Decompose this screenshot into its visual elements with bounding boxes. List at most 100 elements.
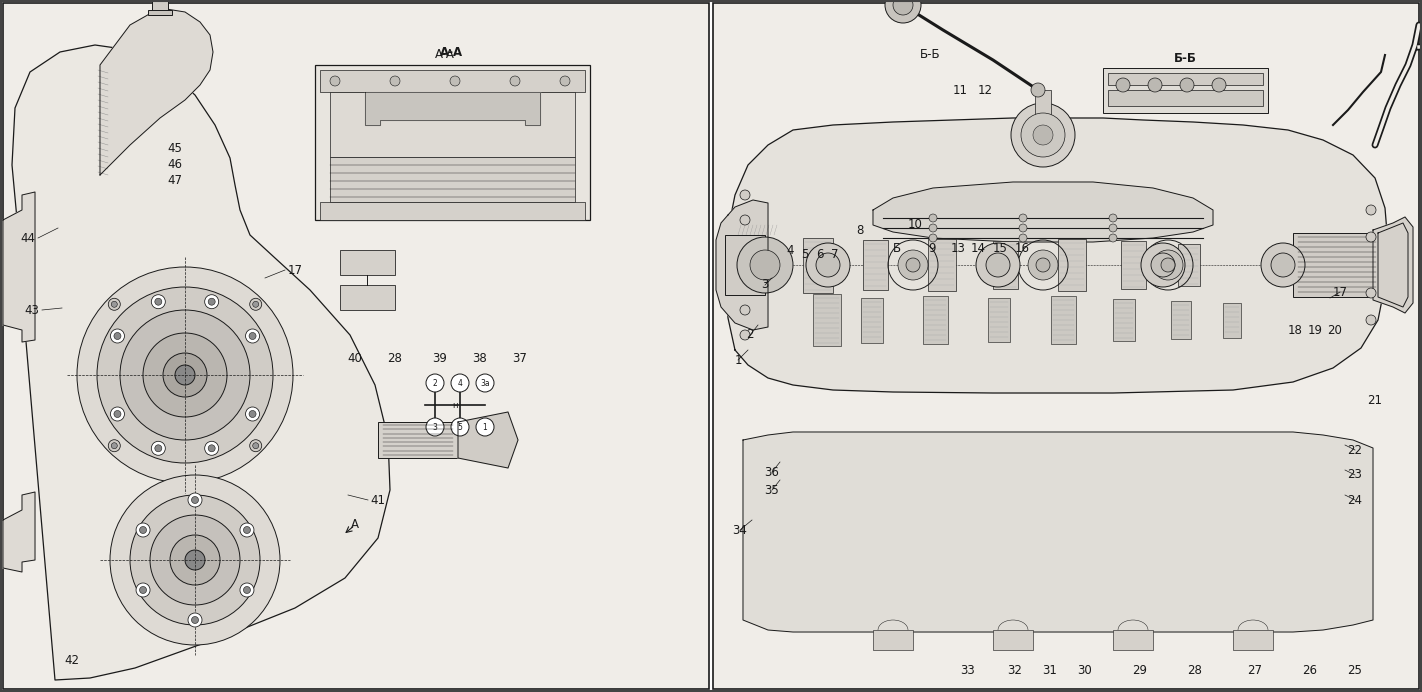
- Circle shape: [1160, 258, 1175, 272]
- Polygon shape: [365, 92, 540, 125]
- Circle shape: [1032, 125, 1054, 145]
- Circle shape: [246, 407, 260, 421]
- Circle shape: [108, 439, 121, 452]
- Circle shape: [975, 243, 1020, 287]
- Circle shape: [476, 418, 493, 436]
- Text: 44: 44: [20, 232, 36, 244]
- Circle shape: [893, 0, 913, 15]
- Text: 1: 1: [734, 354, 742, 367]
- Text: 3: 3: [432, 423, 438, 432]
- Circle shape: [451, 418, 469, 436]
- Circle shape: [155, 445, 162, 452]
- Bar: [330, 157, 574, 202]
- Circle shape: [451, 374, 469, 392]
- Circle shape: [884, 0, 921, 23]
- Text: 22: 22: [1348, 444, 1362, 457]
- Polygon shape: [725, 118, 1388, 393]
- Bar: [860, 298, 883, 343]
- Circle shape: [390, 76, 400, 86]
- Circle shape: [749, 250, 781, 280]
- Bar: [1293, 233, 1381, 297]
- Text: 18: 18: [1287, 323, 1303, 336]
- Text: 4: 4: [786, 244, 793, 257]
- Circle shape: [1367, 232, 1376, 242]
- Polygon shape: [458, 412, 518, 468]
- Circle shape: [1367, 205, 1376, 215]
- Text: 2: 2: [747, 329, 754, 341]
- Polygon shape: [1378, 223, 1408, 307]
- Circle shape: [816, 253, 840, 277]
- Text: 42: 42: [64, 653, 80, 666]
- Circle shape: [114, 332, 121, 340]
- Circle shape: [1021, 113, 1065, 157]
- Bar: [340, 250, 395, 275]
- Circle shape: [249, 332, 256, 340]
- Bar: [863, 240, 887, 290]
- Text: 20: 20: [1328, 323, 1342, 336]
- Circle shape: [253, 443, 259, 448]
- Text: 21: 21: [1368, 394, 1382, 406]
- Text: 15: 15: [993, 242, 1007, 255]
- Circle shape: [188, 493, 202, 507]
- Bar: [1223, 303, 1241, 338]
- Polygon shape: [873, 182, 1213, 242]
- Bar: [316, 65, 590, 220]
- Circle shape: [240, 583, 255, 597]
- Circle shape: [1140, 243, 1185, 287]
- Text: 29: 29: [1132, 664, 1148, 677]
- Circle shape: [330, 76, 340, 86]
- Bar: [1103, 68, 1268, 113]
- Circle shape: [906, 258, 920, 272]
- Circle shape: [806, 243, 850, 287]
- Text: 14: 14: [970, 242, 985, 255]
- Circle shape: [1031, 83, 1045, 97]
- Circle shape: [1116, 78, 1130, 92]
- Text: 1: 1: [482, 423, 488, 432]
- Text: A: A: [351, 518, 358, 531]
- Circle shape: [144, 333, 228, 417]
- Circle shape: [185, 550, 205, 570]
- Text: 23: 23: [1348, 468, 1362, 482]
- Circle shape: [1150, 253, 1175, 277]
- Circle shape: [427, 418, 444, 436]
- Bar: [330, 92, 574, 157]
- Circle shape: [250, 298, 262, 310]
- Circle shape: [192, 617, 199, 623]
- Circle shape: [111, 329, 125, 343]
- Circle shape: [1020, 224, 1027, 232]
- Polygon shape: [3, 492, 36, 572]
- Text: 16: 16: [1014, 242, 1030, 255]
- Circle shape: [139, 587, 146, 594]
- Circle shape: [250, 439, 262, 452]
- Bar: [152, 0, 168, 15]
- Text: 17: 17: [1332, 286, 1348, 298]
- Text: 6: 6: [816, 248, 823, 262]
- Text: 5: 5: [802, 248, 809, 262]
- Circle shape: [1020, 234, 1027, 242]
- Circle shape: [129, 495, 260, 625]
- Text: 12: 12: [977, 84, 993, 96]
- Circle shape: [739, 190, 749, 200]
- Bar: [1108, 73, 1263, 85]
- Bar: [725, 235, 765, 295]
- Text: 10: 10: [907, 219, 923, 232]
- Circle shape: [985, 253, 1010, 277]
- Bar: [988, 298, 1010, 342]
- Circle shape: [1180, 78, 1194, 92]
- Circle shape: [175, 365, 195, 385]
- Text: A-A: A-A: [435, 48, 455, 62]
- Circle shape: [77, 267, 293, 483]
- Circle shape: [137, 583, 151, 597]
- Circle shape: [108, 298, 121, 310]
- Circle shape: [164, 353, 208, 397]
- Circle shape: [1367, 288, 1376, 298]
- Bar: [1058, 239, 1086, 291]
- Circle shape: [137, 523, 151, 537]
- Circle shape: [1212, 78, 1226, 92]
- Bar: [813, 294, 840, 346]
- Bar: [803, 238, 833, 293]
- Text: 46: 46: [168, 158, 182, 172]
- Circle shape: [1011, 103, 1075, 167]
- Circle shape: [111, 407, 125, 421]
- Circle shape: [1148, 78, 1162, 92]
